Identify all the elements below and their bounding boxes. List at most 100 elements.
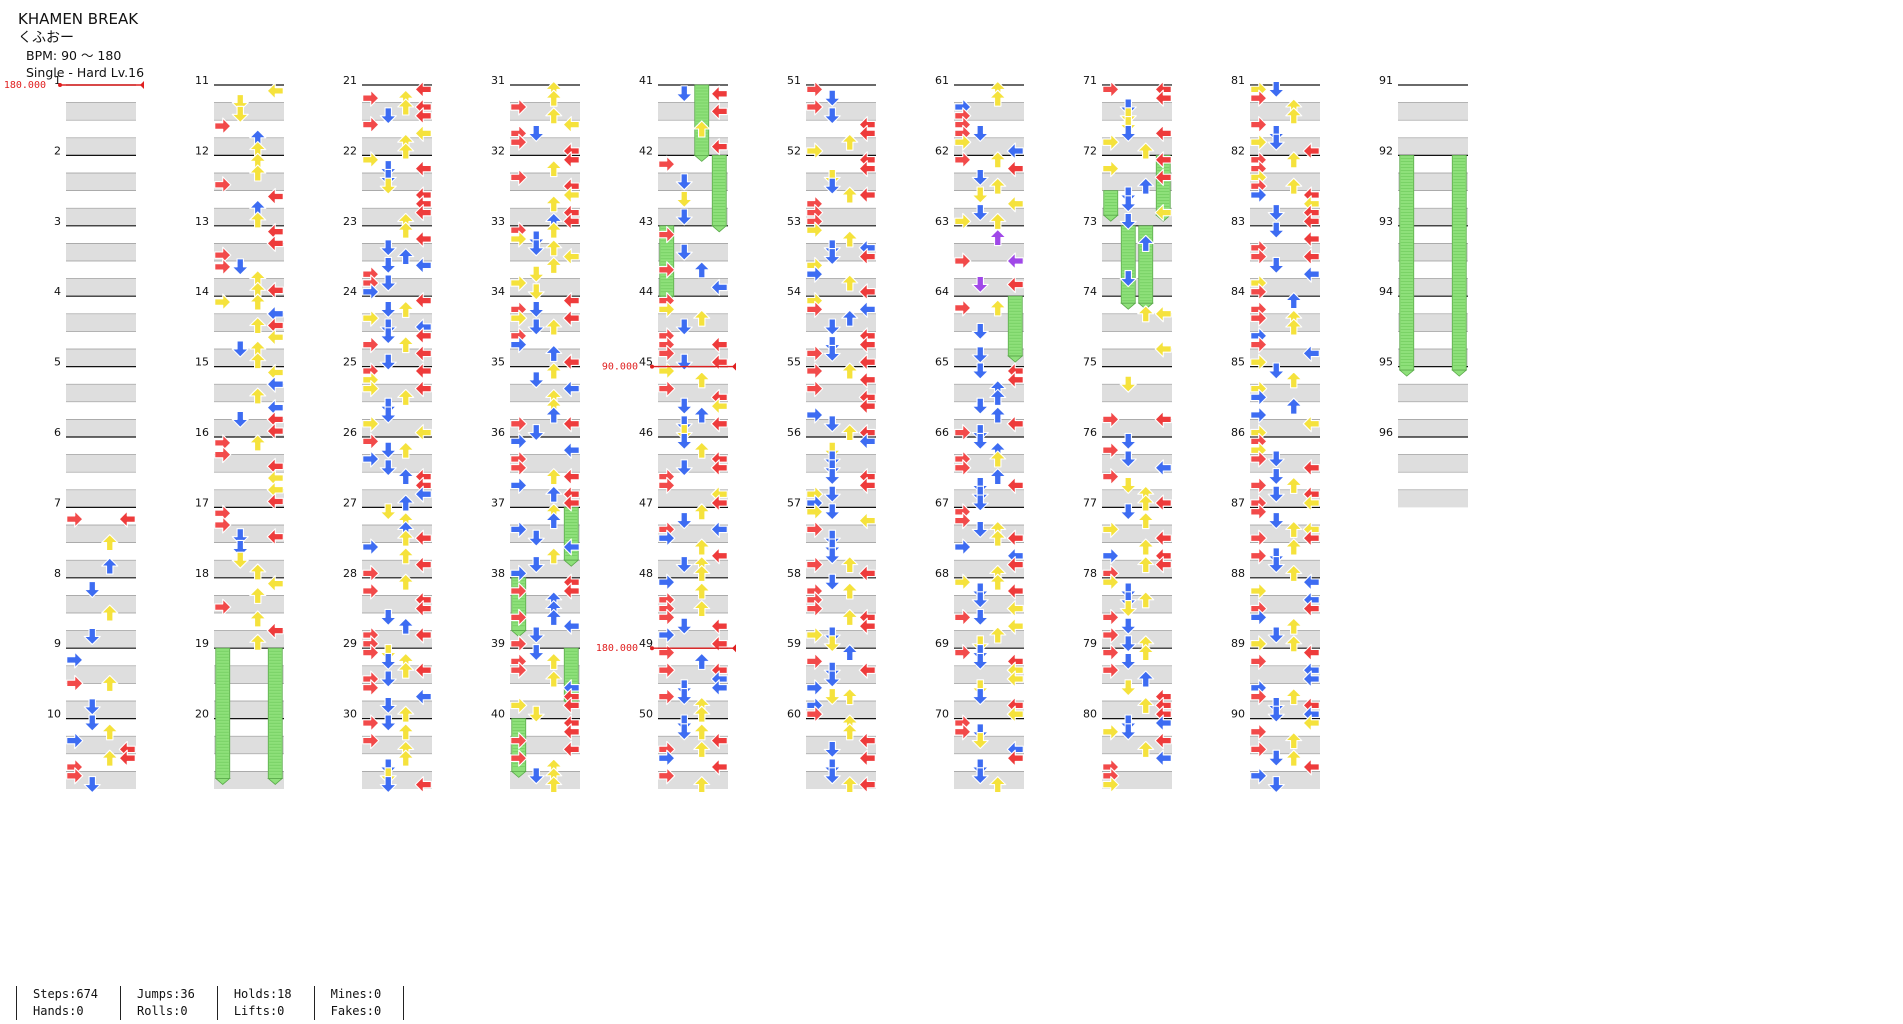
measure-number: 15 bbox=[195, 356, 209, 369]
arrow-shape bbox=[823, 670, 841, 688]
arrow-note bbox=[1267, 468, 1285, 486]
arrow-note bbox=[231, 528, 249, 546]
hold-3 bbox=[563, 506, 580, 567]
arrow-shape bbox=[658, 661, 676, 679]
arrow-shape bbox=[397, 494, 415, 512]
arrow-shape bbox=[841, 776, 859, 794]
arrow-shape bbox=[841, 556, 859, 574]
arrow-note bbox=[510, 336, 528, 354]
beat-band bbox=[1398, 384, 1468, 402]
arrow-shape bbox=[989, 299, 1007, 317]
arrow-note bbox=[545, 652, 563, 670]
beat-band bbox=[806, 525, 876, 543]
arrow-shape bbox=[527, 556, 545, 574]
arrow-shape bbox=[989, 529, 1007, 547]
measure-26: 26 bbox=[343, 426, 432, 508]
arrow-shape bbox=[971, 723, 989, 741]
arrow-shape bbox=[1119, 635, 1137, 653]
arrow-shape bbox=[231, 340, 249, 358]
arrow-note bbox=[658, 626, 676, 644]
beat-band bbox=[510, 102, 580, 121]
arrow-shape bbox=[1267, 221, 1285, 239]
arrow-note bbox=[1006, 252, 1024, 270]
arrow-note bbox=[806, 362, 824, 380]
beat-band bbox=[214, 701, 284, 719]
measure-50: 50 bbox=[639, 708, 728, 789]
arrow-shape bbox=[1137, 494, 1155, 512]
measure-number: 6 bbox=[54, 426, 61, 439]
arrow-shape bbox=[231, 105, 249, 123]
arrow-shape bbox=[414, 344, 432, 362]
arrow-shape bbox=[1102, 644, 1120, 662]
arrow-shape bbox=[1285, 476, 1303, 494]
arrow-note bbox=[823, 626, 841, 644]
arrow-note bbox=[1102, 547, 1120, 565]
arrow-note bbox=[101, 604, 119, 622]
arrow-note bbox=[806, 679, 824, 697]
arrow-shape bbox=[954, 459, 972, 477]
beat-band bbox=[214, 595, 284, 613]
arrow-shape bbox=[710, 138, 728, 156]
arrow-note bbox=[1285, 371, 1303, 389]
beat-band bbox=[214, 384, 284, 402]
beat-band bbox=[214, 243, 284, 261]
arrow-note bbox=[1250, 116, 1268, 134]
arrow-shape bbox=[841, 424, 859, 442]
measure-number: 81 bbox=[1231, 74, 1245, 87]
arrow-note bbox=[1285, 732, 1303, 750]
arrow-note bbox=[1006, 142, 1024, 160]
arrow-note bbox=[823, 107, 841, 125]
arrow-shape bbox=[1154, 340, 1172, 358]
arrow-shape bbox=[249, 293, 267, 311]
arrow-shape bbox=[954, 512, 972, 530]
measure-22: 22 bbox=[343, 144, 432, 226]
beat-band bbox=[658, 313, 728, 332]
hold-tail bbox=[267, 778, 284, 785]
arrow-note bbox=[83, 580, 101, 599]
beat-band bbox=[214, 313, 284, 332]
beat-band bbox=[806, 278, 876, 297]
arrow-note bbox=[214, 258, 232, 276]
arrow-note bbox=[710, 102, 728, 120]
arrow-shape bbox=[527, 705, 545, 723]
arrow-shape bbox=[1154, 151, 1172, 169]
arrow-note bbox=[249, 610, 267, 628]
arrow-shape bbox=[545, 160, 563, 178]
arrow-note bbox=[562, 186, 580, 204]
arrow-shape bbox=[1102, 723, 1120, 741]
arrow-note bbox=[1006, 195, 1024, 213]
arrow-shape bbox=[823, 468, 841, 486]
measure-number: 65 bbox=[935, 356, 949, 369]
arrow-note bbox=[545, 608, 563, 626]
arrow-note bbox=[362, 582, 380, 600]
arrow-shape bbox=[379, 327, 397, 345]
arrow-shape bbox=[823, 415, 841, 433]
arrow-note bbox=[1006, 275, 1024, 294]
arrow-shape bbox=[101, 723, 119, 741]
arrow-shape bbox=[858, 353, 876, 371]
arrow-shape bbox=[989, 151, 1007, 169]
arrow-shape bbox=[858, 732, 876, 750]
arrow-note bbox=[414, 80, 432, 98]
arrow-note bbox=[710, 415, 728, 433]
beat-band bbox=[510, 736, 580, 754]
measure-number: 40 bbox=[491, 708, 505, 721]
arrow-note bbox=[379, 274, 397, 292]
beat-band bbox=[1102, 560, 1172, 578]
beat-band bbox=[658, 208, 728, 226]
measure-number: 38 bbox=[491, 567, 505, 580]
chart-statistics: Steps:674 Hands:0 Jumps:36 Rolls:0 Holds… bbox=[16, 986, 405, 1020]
beat-band bbox=[510, 243, 580, 261]
measure-number: 94 bbox=[1379, 285, 1393, 298]
arrow-shape bbox=[545, 512, 563, 530]
arrow-note bbox=[1250, 635, 1268, 653]
arrow-shape bbox=[1102, 547, 1120, 565]
arrow-shape bbox=[414, 160, 432, 178]
arrow-shape bbox=[379, 644, 397, 662]
arrow-note bbox=[379, 353, 397, 371]
arrow-shape bbox=[101, 534, 119, 552]
arrow-shape bbox=[397, 221, 415, 239]
beat-band bbox=[1102, 771, 1172, 789]
measure-number: 59 bbox=[787, 637, 801, 650]
measure-58: 58 bbox=[787, 567, 876, 649]
